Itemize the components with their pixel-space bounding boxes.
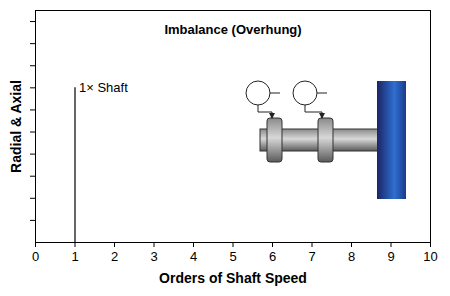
svg-text:6: 6 <box>269 249 276 264</box>
svg-text:2: 2 <box>111 249 118 264</box>
svg-text:1: 1 <box>71 249 78 264</box>
svg-text:10: 10 <box>423 249 437 264</box>
svg-text:Radial & Axial: Radial & Axial <box>8 80 24 173</box>
svg-text:8: 8 <box>348 249 355 264</box>
svg-text:0: 0 <box>32 249 39 264</box>
svg-text:9: 9 <box>387 249 394 264</box>
svg-text:7: 7 <box>308 249 315 264</box>
svg-text:Imbalance (Overhung): Imbalance (Overhung) <box>164 22 301 37</box>
svg-text:5: 5 <box>229 249 236 264</box>
svg-text:3: 3 <box>150 249 157 264</box>
svg-text:1× Shaft: 1× Shaft <box>79 80 128 95</box>
svg-text:Orders of Shaft Speed: Orders of Shaft Speed <box>159 270 307 286</box>
svg-text:4: 4 <box>190 249 197 264</box>
